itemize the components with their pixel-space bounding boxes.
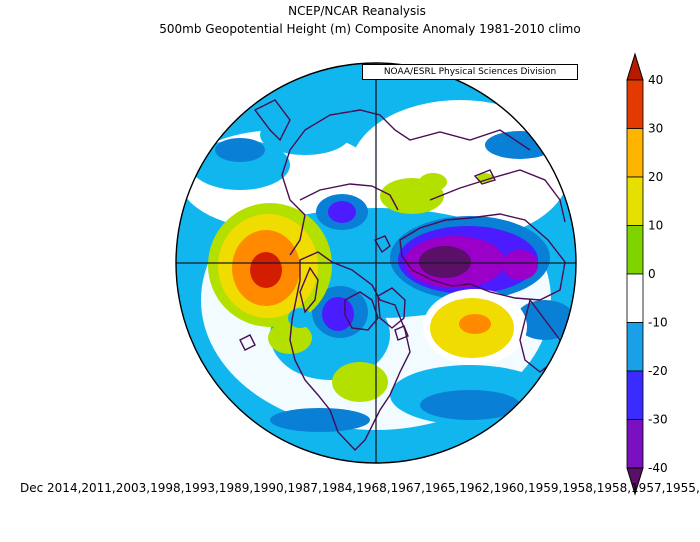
map-title: NCEP/NCAR Reanalysis [288, 4, 426, 18]
colorbar-tick-label: -10 [648, 316, 668, 330]
colorbar-tick-label: -40 [648, 461, 668, 475]
colorbar-segment [626, 176, 644, 226]
map-boundary [175, 62, 577, 464]
colorbar-segment [626, 322, 644, 372]
colorbar-segment [626, 419, 644, 469]
colorbar-segment [626, 128, 644, 178]
colorbar: 40 30 20 10 0 -10 -20 -30 -40 [626, 52, 668, 496]
colorbar-tick-label: 10 [648, 219, 663, 233]
credit-label: NOAA/ESRL Physical Sciences Division [362, 64, 578, 80]
colorbar-segment [626, 225, 644, 275]
colorbar-tick-label: 0 [648, 267, 656, 281]
colorbar-bottom-arrow [626, 467, 644, 496]
colorbar-tick-label: 40 [648, 73, 663, 87]
colorbar-tick-label: -20 [648, 364, 668, 378]
colorbar-tick-label: 30 [648, 122, 663, 136]
graticule [176, 63, 576, 463]
colorbar-segment [626, 273, 644, 323]
map-subtitle: 500mb Geopotential Height (m) Composite … [159, 22, 581, 36]
coastlines [239, 99, 566, 452]
colorbar-segment [626, 370, 644, 420]
colorbar-top-arrow [626, 52, 644, 81]
colorbar-tick-label: -30 [648, 413, 668, 427]
colorbar-tick-label: 20 [648, 170, 663, 184]
composite-years: Dec 2014,2011,2003,1998,1993,1989,1990,1… [20, 481, 700, 495]
colorbar-segment [626, 79, 644, 129]
